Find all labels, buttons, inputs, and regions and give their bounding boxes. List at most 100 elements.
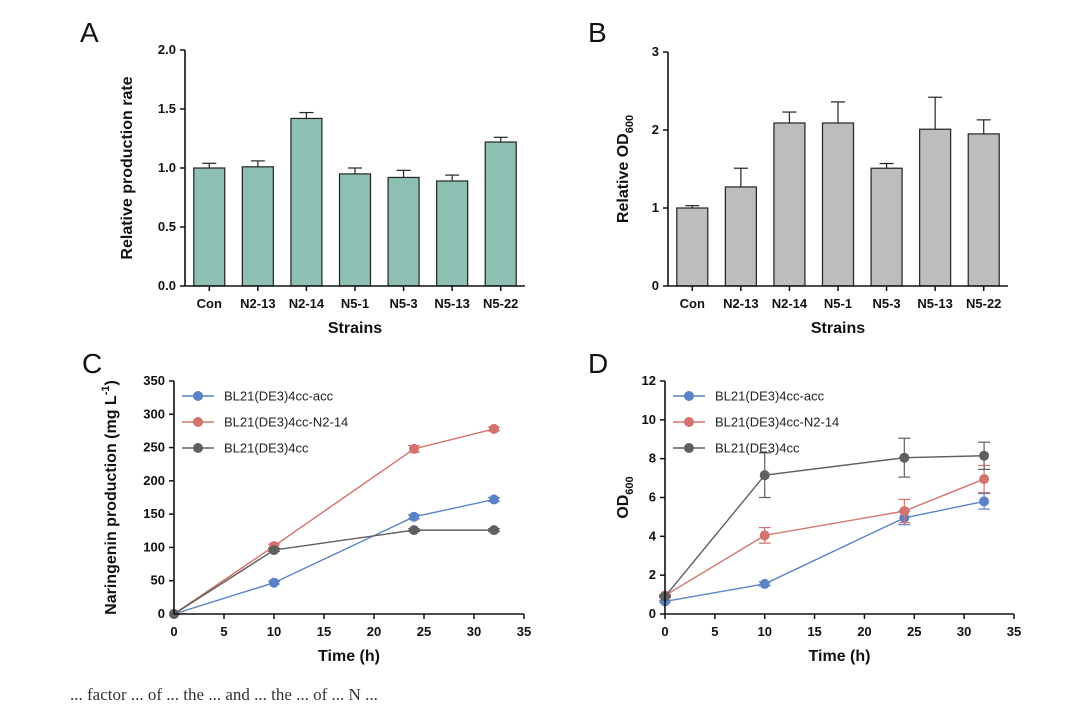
x-axis-title: Strains — [328, 320, 382, 337]
x-tick-label-n5-3: N5-3 — [389, 296, 417, 311]
legend-label-bl21-de3-4cc-acc: BL21(DE3)4cc-acc — [224, 389, 334, 404]
series-line-bl21-de3-4cc-n2-14 — [664, 478, 985, 597]
x-axis-title: Time (h) — [809, 648, 871, 665]
x-tick-label-n5-22: N5-22 — [483, 296, 518, 311]
point-bl21-de3-4cc-n2-14-2 — [409, 443, 419, 454]
bar-n2-13 — [241, 166, 274, 287]
x-tick-label-1: 5 — [220, 624, 227, 639]
y-tick-label-0: 0 — [649, 606, 656, 621]
point-bl21-de3-4cc-n2-14-2 — [899, 506, 910, 517]
y-axis-title: Relative production rate — [119, 76, 136, 259]
point-bl21-de3-4cc-1 — [759, 470, 770, 481]
y-tick-label-5: 250 — [143, 440, 165, 455]
y-tick-label-1: 2 — [649, 567, 656, 582]
legend-label-bl21-de3-4cc: BL21(DE3)4cc — [224, 441, 309, 456]
x-tick-label-0: 0 — [170, 624, 177, 639]
panel-letter-d: D — [588, 348, 608, 379]
x-tick-label-n2-13: N2-13 — [723, 296, 758, 311]
x-tick-label-5: 25 — [907, 624, 921, 639]
y-tick-label-3: 150 — [143, 506, 165, 521]
x-tick-label-6: 30 — [957, 624, 971, 639]
x-tick-label-3: 15 — [807, 624, 821, 639]
series-line-bl21-de3-4cc-acc — [664, 500, 985, 603]
series-line-bl21-de3-4cc-n2-14 — [173, 428, 495, 615]
x-axis-title: Strains — [811, 320, 865, 337]
x-tick-label-4: 20 — [367, 624, 381, 639]
point-bl21-de3-4cc-2 — [409, 525, 419, 536]
series-line-bl21-de3-4cc-acc — [173, 498, 495, 615]
y-axis-title: OD600 — [615, 476, 636, 518]
x-tick-label-2: 10 — [757, 624, 771, 639]
point-bl21-de3-4cc-n2-14-1 — [759, 530, 770, 541]
y-tick-label-2: 2 — [652, 122, 659, 137]
x-tick-label-4: 20 — [857, 624, 871, 639]
y-tick-label-0: 0 — [158, 606, 165, 621]
y-axis-title-main: Naringenin production (mg L — [103, 395, 120, 615]
y-axis-title-subscript: 600 — [624, 476, 636, 494]
x-tick-label-6: 30 — [467, 624, 481, 639]
y-tick-label-1: 1 — [652, 200, 659, 215]
x-tick-label-2: 10 — [267, 624, 281, 639]
point-bl21-de3-4cc-n2-14-3 — [979, 474, 990, 485]
x-tick-label-con: Con — [197, 296, 222, 311]
chart-d-od600-time-course: 0 2 4 6 8 10 12 0 5 10 15 20 25 30 35 BL21(DE3)4cc-acc B… — [615, 373, 1021, 665]
legend-marker-bl21-de3-4cc-acc — [684, 391, 694, 401]
chart-a-relative-production-rate: 0.0 0.5 1.0 1.5 2.0 Con N2-13 N2-14 N5-1 N5-3 N5-1… — [119, 42, 525, 337]
legend-marker-bl21-de3-4cc-n2-14 — [193, 417, 203, 427]
bar-n5-3 — [870, 167, 903, 287]
bar-con — [676, 207, 709, 287]
y-axis-title-main: OD — [615, 495, 632, 519]
legend-marker-bl21-de3-4cc — [193, 443, 203, 453]
y-tick-label-6: 12 — [642, 373, 656, 388]
x-tick-label-n2-14: N2-14 — [289, 296, 325, 311]
bar-n5-1 — [338, 173, 372, 287]
y-tick-label-1: 50 — [151, 573, 165, 588]
y-tick-label-3: 3 — [652, 44, 659, 59]
bar-n5-22 — [967, 133, 1000, 287]
point-bl21-de3-4cc-1 — [269, 545, 279, 556]
point-bl21-de3-4cc-3 — [979, 450, 990, 461]
x-tick-label-n5-1: N5-1 — [341, 296, 369, 311]
y-tick-label-4: 8 — [649, 451, 656, 466]
series-line-bl21-de3-4cc — [173, 529, 494, 615]
y-tick-label-4: 200 — [143, 473, 165, 488]
x-tick-label-5: 25 — [417, 624, 431, 639]
legend-label-bl21-de3-4cc-n2-14: BL21(DE3)4cc-N2-14 — [715, 415, 839, 430]
figure-caption-fragment: ... factor ... of ... the ... and ... th… — [70, 685, 378, 704]
chart-c-naringenin-production: 0 50 100 150 200 250 300 350 0 5 10 15 20 25 30 35 BL21(… — [100, 373, 531, 665]
y-tick-label-2: 1.0 — [158, 160, 176, 175]
point-bl21-de3-4cc-acc-2 — [409, 511, 419, 522]
point-bl21-de3-4cc-acc-1 — [759, 578, 770, 589]
y-axis-title-main: Relative production rate — [119, 76, 136, 259]
y-axis-title-subscript: 600 — [624, 115, 636, 133]
legend-marker-bl21-de3-4cc-acc — [193, 391, 203, 401]
bar-n2-14 — [773, 122, 806, 287]
x-tick-label-n5-22: N5-22 — [966, 296, 1001, 311]
bar-con — [193, 167, 226, 287]
panel-letter-a: A — [80, 17, 99, 48]
y-tick-label-5: 10 — [642, 412, 656, 427]
y-tick-label-1: 0.5 — [158, 219, 176, 234]
legend-marker-bl21-de3-4cc-n2-14 — [684, 417, 694, 427]
point-bl21-de3-4cc-acc-3 — [979, 496, 990, 507]
y-tick-label-0: 0 — [652, 278, 659, 293]
y-tick-label-4: 2.0 — [158, 42, 176, 57]
y-axis-title-close: ) — [103, 380, 120, 385]
x-tick-label-n5-3: N5-3 — [872, 296, 900, 311]
bar-n5-1 — [821, 122, 855, 287]
bar-n5-13 — [436, 180, 469, 287]
point-bl21-de3-4cc-acc-3 — [489, 494, 499, 505]
series-line-bl21-de3-4cc — [664, 455, 985, 597]
panel-letter-b: B — [588, 17, 607, 48]
x-tick-label-n2-13: N2-13 — [240, 296, 275, 311]
x-tick-label-3: 15 — [317, 624, 331, 639]
point-bl21-de3-4cc-n2-14-3 — [489, 423, 499, 434]
y-tick-label-0: 0.0 — [158, 278, 176, 293]
bar-n2-13 — [724, 186, 757, 287]
point-bl21-de3-4cc-3 — [489, 525, 499, 536]
x-tick-label-7: 35 — [1007, 624, 1021, 639]
panel-letter-c: C — [82, 348, 102, 379]
x-tick-label-n5-1: N5-1 — [824, 296, 852, 311]
x-axis-title: Time (h) — [318, 648, 380, 665]
x-tick-label-con: Con — [680, 296, 705, 311]
